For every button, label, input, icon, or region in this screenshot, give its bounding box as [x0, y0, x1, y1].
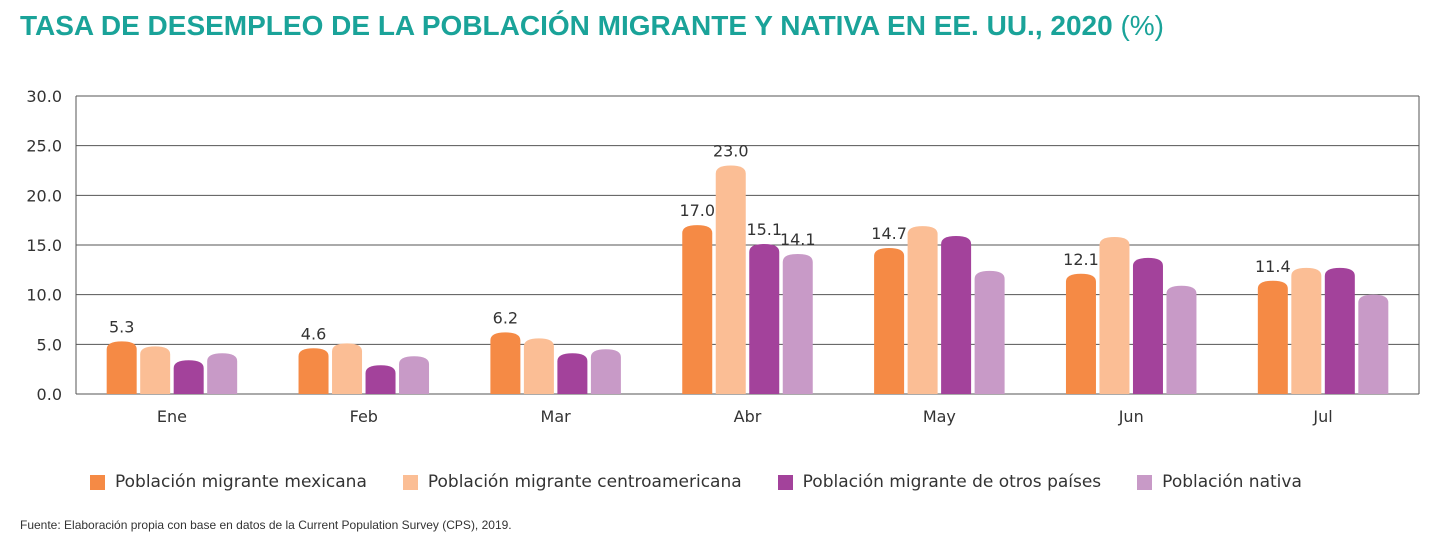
bar — [523, 338, 554, 394]
chart-title-text: TASA DE DESEMPLEO DE LA POBLACIÓN MIGRAN… — [20, 10, 1113, 41]
bar — [490, 332, 521, 394]
bar — [907, 226, 938, 394]
legend: Población migrante mexicana Población mig… — [90, 472, 1338, 492]
legend-swatch — [1137, 474, 1153, 490]
legend-item: Población nativa — [1137, 472, 1302, 492]
bar — [1065, 273, 1096, 394]
bar — [332, 343, 363, 394]
bar — [557, 353, 588, 394]
bar — [974, 270, 1005, 394]
bar-layer: 5.3 4.6 6.2 17.0 23.0 15.114.1 14.7 12.1 11.4 — [106, 142, 1389, 394]
chart-title-unit: (%) — [1120, 10, 1164, 41]
bar — [1291, 267, 1322, 394]
data-label: 5.3 — [109, 317, 134, 336]
x-axis-labels: Ene Feb Mar Abr May Jun Jul — [157, 407, 1333, 426]
data-label: 23.0 — [713, 142, 749, 161]
x-tick-label: Abr — [734, 407, 762, 426]
x-tick-label: Ene — [157, 407, 187, 426]
data-label: 12.1 — [1063, 250, 1099, 269]
legend-swatch — [90, 474, 105, 490]
bar — [941, 236, 972, 394]
data-label: 11.4 — [1255, 257, 1291, 276]
bar — [1099, 237, 1130, 394]
bar — [1358, 294, 1389, 394]
bar — [782, 253, 813, 394]
data-label: 14.1 — [780, 230, 816, 249]
data-label: 17.0 — [679, 201, 715, 220]
bar — [874, 247, 905, 394]
y-tick-label: 25.0 — [26, 137, 62, 156]
x-tick-label: Mar — [541, 407, 572, 426]
legend-item: Población migrante de otros países — [777, 472, 1102, 492]
y-tick-label: 5.0 — [37, 335, 62, 354]
data-label: 15.1 — [746, 220, 782, 239]
y-tick-label: 0.0 — [37, 385, 62, 404]
bar — [173, 360, 204, 394]
y-axis-ticks: 0.0 5.0 10.0 15.0 20.0 25.0 30.0 — [26, 87, 62, 404]
bar — [1324, 267, 1355, 394]
legend-label: Población migrante mexicana — [115, 472, 367, 492]
bar — [140, 346, 171, 394]
bar-chart: 0.0 5.0 10.0 15.0 20.0 25.0 30.0 5.3 4.6 6.2 17.0… — [26, 87, 1420, 426]
legend-swatch — [777, 474, 793, 490]
y-tick-label: 20.0 — [26, 186, 62, 205]
bar — [298, 348, 329, 394]
data-label: 4.6 — [301, 324, 326, 343]
bar — [715, 165, 746, 394]
bar — [207, 353, 238, 394]
bar — [1166, 285, 1197, 394]
y-tick-label: 10.0 — [26, 286, 62, 305]
data-label: 14.7 — [871, 224, 907, 243]
bar — [590, 349, 621, 394]
chart-title: TASA DE DESEMPLEO DE LA POBLACIÓN MIGRAN… — [20, 10, 1164, 42]
y-tick-label: 30.0 — [26, 87, 62, 106]
bar — [1257, 280, 1288, 394]
data-label: 6.2 — [493, 308, 518, 327]
legend-label: Población nativa — [1162, 472, 1302, 492]
legend-label: Población migrante centroamericana — [427, 472, 742, 492]
bar — [1132, 257, 1163, 394]
x-tick-label: Jul — [1312, 407, 1332, 426]
source-note: Fuente: Elaboración propia con base en d… — [20, 518, 512, 532]
x-tick-label: Feb — [350, 407, 378, 426]
y-tick-label: 15.0 — [26, 236, 62, 255]
legend-item: Población migrante centroamericana — [402, 472, 742, 492]
legend-item: Población migrante mexicana — [90, 472, 367, 492]
legend-swatch — [402, 474, 418, 490]
bar — [399, 356, 430, 394]
legend-label: Población migrante de otros países — [802, 472, 1102, 492]
bar — [365, 365, 396, 394]
bar — [749, 244, 780, 394]
x-tick-label: Jun — [1118, 407, 1144, 426]
bar — [106, 341, 137, 394]
bar — [682, 225, 713, 394]
x-tick-label: May — [923, 407, 956, 426]
